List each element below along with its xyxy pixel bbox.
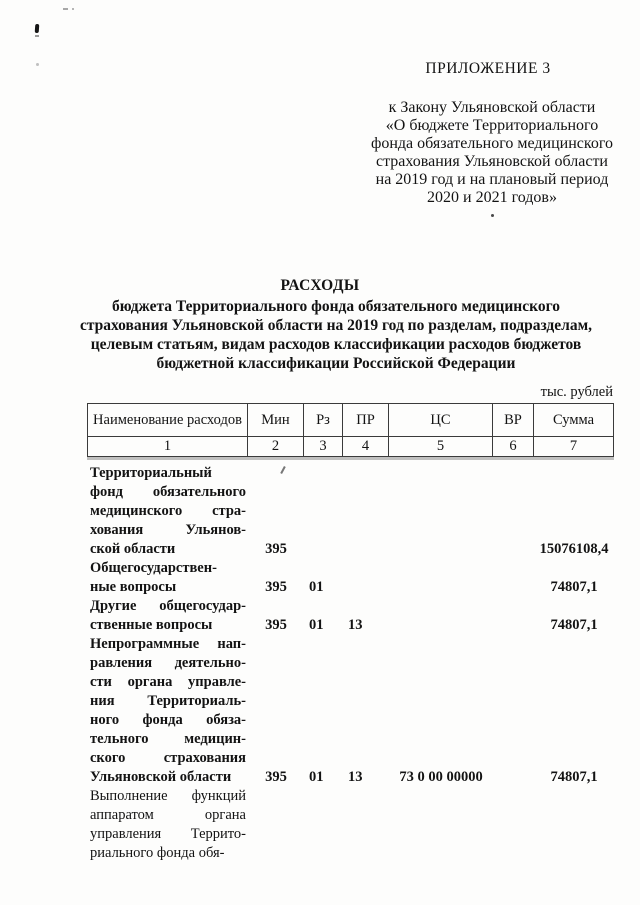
subtitle-line: целевым статьям, видам расходов классифи… [90,336,582,353]
law-reference-line: 2020 и 2021 годов» [427,189,557,206]
name-line: Ульяновской области [90,768,232,785]
law-reference-line: «О бюджете Территориального [385,117,599,134]
column-number-cell: 6 [493,437,534,457]
cell-min: 395 [265,768,287,785]
subtitle-line: бюджета Территориального фонда обязатель… [112,298,560,315]
row-name-cell: Непрограммные нап-равления деятельно-сти… [87,635,248,787]
name-line: сти органа управле- [90,673,246,690]
cell-rz: 01 [309,768,324,785]
scan-artifact-mark [63,8,68,10]
table-body: Территориальный фонд обязательного медицин… [87,464,614,863]
cell-min: 395 [265,540,287,557]
scan-artifact-mark [35,35,39,37]
column-header-cell: Сумма [534,403,614,437]
name-line: Выполнение функций [90,787,246,804]
name-line: равления деятельно- [90,654,246,671]
column-header-cell: Мин [248,403,304,437]
name-line: Другие общегосудар- [90,597,246,614]
name-line: аппаратом органа [90,806,246,823]
column-number-cell: 7 [534,437,614,457]
row-name-cell: Общегосударствен-ные вопросы [87,559,248,597]
scan-smudge-line [87,457,614,460]
appendix-label: ПРИЛОЖЕНИЕ 3 [425,60,551,77]
cell-cs: 73 0 00 00000 [399,768,483,785]
table-row: Выполнение функций аппаратом органа управл… [87,787,614,863]
row-name-cell: Другие общегосудар-ственные вопросы [87,597,248,635]
scan-artifact-mark [34,23,40,34]
name-line: ского страхования [90,749,246,766]
cell-rz: 01 [309,578,324,595]
name-line: ской области [90,540,176,557]
column-number-cell: 2 [248,437,304,457]
column-header-cell: Рз [304,403,343,437]
name-line: фонд обязательного [90,483,246,500]
law-reference-line: фонда обязательного медицинского [370,135,613,152]
name-line: Территориальный [90,464,212,481]
cell-sum: 74807,1 [550,768,598,785]
name-line: ния Территориаль- [90,692,246,709]
name-line: риального фонда обя- [90,844,225,861]
cell-min: 395 [265,616,287,633]
units-label: тыс. рублей [540,384,613,400]
law-reference-line: страхования Ульяновской области [375,153,608,170]
scan-artifact-mark [72,8,74,10]
name-line: хования Ульянов- [90,521,246,538]
column-number-cell: 5 [389,437,493,457]
cell-sum: 74807,1 [550,616,598,633]
table-header-row: Наименование расходов Мин Рз ПР ЦС ВР Сумма [87,403,614,437]
name-line: медицинского стра- [90,502,246,519]
scan-artifact-mark [36,63,39,66]
name-line: ные вопросы [90,578,177,595]
column-header-cell: ЦС [389,403,493,437]
name-line: тельного медицин- [90,730,246,747]
column-number-cell: 4 [343,437,389,457]
cell-sum: 15076108,4 [539,540,609,557]
cell-min: 395 [265,578,287,595]
column-number-cell: 1 [87,437,248,457]
table-row: Общегосударствен-ные вопросы 395 01 74807,1 [87,559,614,597]
cell-sum: 74807,1 [550,578,598,595]
scan-artifact-mark [491,214,494,217]
law-reference-line: на 2019 год и на плановый период [375,171,609,188]
name-line: Общегосударствен- [90,559,217,576]
page-title: РАСХОДЫ [280,277,360,294]
row-name-cell: Выполнение функций аппаратом органа управл… [87,787,248,863]
subtitle-line: страхования Ульяновской области на 2019 … [79,317,593,334]
table-row: Непрограммные нап-равления деятельно-сти… [87,635,614,787]
row-name-cell: Территориальный фонд обязательного медицин… [87,464,248,559]
column-number-cell: 3 [304,437,343,457]
law-reference: к Закону Ульяновской области «О бюджете Т… [350,99,634,207]
table-row: Территориальный фонд обязательного медицин… [87,464,614,559]
law-reference-line: к Закону Ульяновской области [388,99,596,116]
cell-rz: 01 [309,616,324,633]
column-header-cell: Наименование расходов [87,403,248,437]
cell-pr: 13 [348,616,363,633]
name-line: ственные вопросы [90,616,213,633]
table-row: Другие общегосудар-ственные вопросы 395 01… [87,597,614,635]
name-line: управления Террито- [90,825,246,842]
column-header-cell: ПР [343,403,389,437]
name-line: ного фонда обяза- [90,711,246,728]
name-line: Непрограммные нап- [90,635,246,652]
column-header-cell: ВР [493,403,534,437]
page-subtitle: бюджета Территориального фонда обязатель… [32,297,640,373]
subtitle-line: бюджетной классификации Российской Федер… [156,355,516,372]
cell-pr: 13 [348,768,363,785]
